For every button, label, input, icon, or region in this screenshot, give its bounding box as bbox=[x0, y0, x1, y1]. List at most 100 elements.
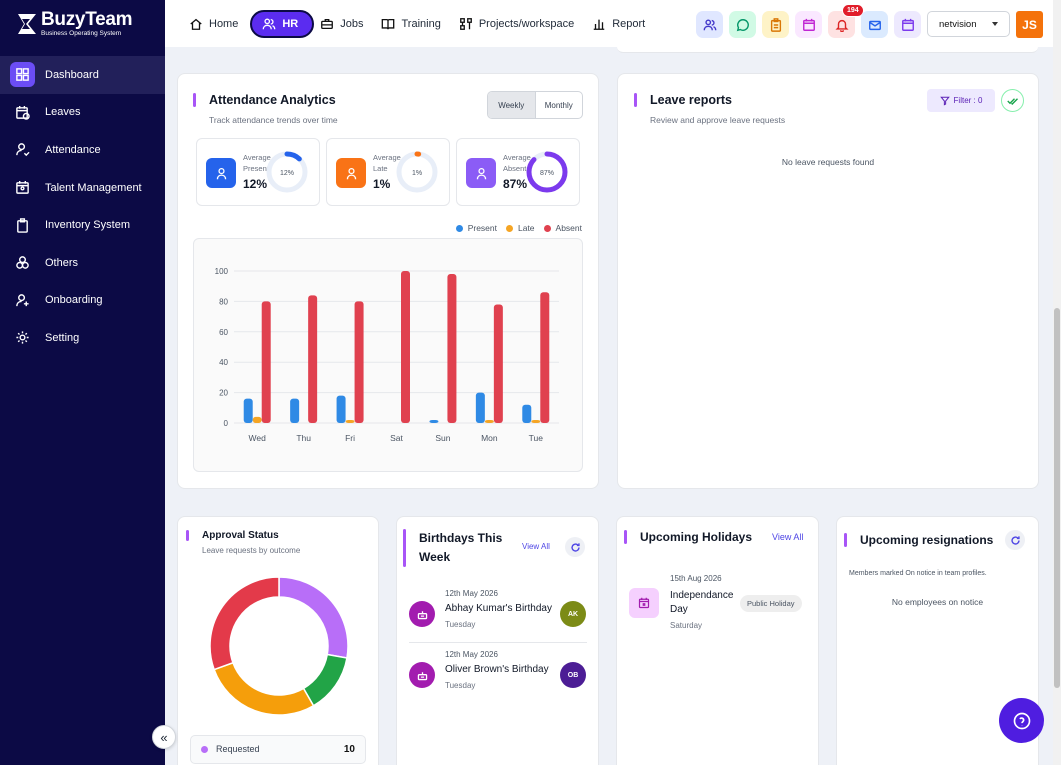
y-tick-label: 100 bbox=[215, 267, 229, 276]
holiday-date: 15th Aug 2026 bbox=[670, 574, 722, 583]
calendar-icon bbox=[901, 18, 914, 31]
empty-state-text: No leave requests found bbox=[781, 157, 875, 167]
list-item[interactable]: 12th May 2026 Oliver Brown's Birthday Tu… bbox=[409, 650, 587, 708]
bar-absent[interactable] bbox=[308, 295, 318, 423]
bar-absent[interactable] bbox=[354, 301, 364, 423]
sidebar-item-inventory-system[interactable]: Inventory System bbox=[0, 206, 165, 244]
sidebar-collapse-button[interactable]: « bbox=[152, 725, 176, 749]
x-tick-label: Sun bbox=[435, 433, 450, 443]
top-menu-label: HR bbox=[282, 18, 299, 30]
stat-value: 1% bbox=[373, 177, 391, 191]
view-all-link[interactable]: View All bbox=[522, 542, 550, 551]
user-plus-icon bbox=[10, 288, 35, 313]
bar-late[interactable] bbox=[531, 419, 541, 423]
user-avatar[interactable]: JS bbox=[1016, 11, 1043, 38]
bar-late[interactable] bbox=[484, 419, 494, 423]
sidebar: BuzyTeam Business Operating System Dashb… bbox=[0, 0, 165, 765]
list-item[interactable]: 12th May 2026 Abhay Kumar's Birthday Tue… bbox=[409, 589, 587, 647]
calendar-icon bbox=[802, 18, 815, 31]
view-all-link[interactable]: View All bbox=[772, 532, 804, 542]
sidebar-item-attendance[interactable]: Attendance bbox=[0, 131, 165, 169]
sidebar-item-leaves[interactable]: Leaves bbox=[0, 94, 165, 132]
filter-button[interactable]: Filter : 0 bbox=[927, 89, 995, 112]
bar-present[interactable] bbox=[243, 398, 253, 423]
refresh-button[interactable] bbox=[1005, 530, 1025, 550]
filter-icon bbox=[939, 96, 950, 106]
scrollbar-thumb[interactable] bbox=[1054, 308, 1060, 688]
legend-item-present[interactable]: Present bbox=[455, 223, 497, 233]
donut-slice[interactable] bbox=[302, 653, 348, 707]
holiday-name: Independance Day bbox=[670, 590, 734, 615]
chat-button[interactable] bbox=[729, 11, 756, 38]
toggle-monthly[interactable]: Monthly bbox=[534, 92, 583, 118]
question-icon bbox=[1013, 712, 1030, 729]
top-menu-home[interactable]: Home bbox=[183, 10, 250, 38]
top-menu-jobs[interactable]: Jobs bbox=[314, 10, 375, 38]
approve-all-button[interactable] bbox=[1001, 89, 1024, 112]
donut-slice[interactable] bbox=[209, 576, 280, 671]
sidebar-item-others[interactable]: Others bbox=[0, 244, 165, 282]
stat-card-present: Average Present 12% 12% bbox=[196, 138, 320, 206]
birthday-day: Tuesday bbox=[445, 681, 476, 690]
sidebar-item-dashboard[interactable]: Dashboard bbox=[0, 56, 165, 94]
legend-swatch bbox=[455, 225, 463, 232]
toggle-weekly[interactable]: Weekly bbox=[488, 92, 535, 118]
people-button[interactable] bbox=[696, 11, 723, 38]
top-menu-projects-workspace[interactable]: Projects/workspace bbox=[453, 10, 586, 38]
donut-slice[interactable] bbox=[213, 661, 315, 716]
users-icon bbox=[703, 18, 716, 30]
attendance-bar-chart: 0 20 40 60 80 100 Wed Thu Fri Sat Sun Mon Tue bbox=[193, 238, 583, 472]
bar-present[interactable] bbox=[475, 392, 485, 423]
bar-absent[interactable] bbox=[493, 304, 503, 423]
cake-icon bbox=[409, 601, 435, 627]
donut-slice[interactable] bbox=[278, 576, 349, 659]
calendar-button[interactable] bbox=[795, 11, 822, 38]
y-tick-label: 80 bbox=[219, 297, 228, 306]
top-menu-report[interactable]: Report bbox=[586, 10, 657, 38]
sidebar-item-onboarding[interactable]: Onboarding bbox=[0, 282, 165, 320]
approval-legend-row[interactable]: Requested 10 bbox=[190, 735, 366, 764]
x-tick-label: Thu bbox=[296, 433, 311, 443]
birthdays-card: Birthdays This Week View All 12th May 20… bbox=[396, 516, 599, 765]
bar-present[interactable] bbox=[429, 419, 439, 423]
x-tick-label: Fri bbox=[345, 433, 355, 443]
bar-absent[interactable] bbox=[401, 271, 410, 423]
y-tick-label: 0 bbox=[224, 419, 229, 428]
mail-button[interactable] bbox=[861, 11, 888, 38]
top-menu-training[interactable]: Training bbox=[375, 10, 452, 38]
divider bbox=[409, 642, 587, 643]
bar-present[interactable] bbox=[290, 398, 300, 423]
refresh-button[interactable] bbox=[565, 537, 585, 557]
list-item[interactable]: 15th Aug 2026 Independance Day Saturday … bbox=[629, 572, 809, 634]
x-tick-label: Wed bbox=[249, 433, 267, 443]
top-menu-label: Home bbox=[209, 18, 239, 30]
brand-logo[interactable]: BuzyTeam Business Operating System bbox=[16, 10, 133, 37]
top-menu-hr[interactable]: HR bbox=[250, 10, 315, 38]
bar-late[interactable] bbox=[345, 419, 355, 423]
ring-progress bbox=[266, 151, 308, 193]
users-icon bbox=[263, 18, 276, 30]
bar-present[interactable] bbox=[336, 395, 346, 423]
card-subtitle: Review and approve leave requests bbox=[650, 115, 786, 125]
bar-absent[interactable] bbox=[261, 301, 271, 423]
stat-card-late: Average Late 1% 1% bbox=[326, 138, 450, 206]
circles-icon bbox=[10, 250, 35, 275]
events-button[interactable] bbox=[894, 11, 921, 38]
bar-late[interactable] bbox=[252, 416, 262, 423]
legend-item-absent[interactable]: Absent bbox=[543, 223, 582, 233]
stat-label: Average Absent bbox=[503, 153, 531, 173]
page-scrollbar[interactable] bbox=[1053, 0, 1061, 765]
legend-item-late[interactable]: Late bbox=[505, 223, 535, 233]
organization-select[interactable]: netvision bbox=[927, 11, 1010, 37]
tasks-button[interactable] bbox=[762, 11, 789, 38]
bar-absent[interactable] bbox=[540, 292, 550, 423]
sidebar-item-setting[interactable]: Setting bbox=[0, 319, 165, 357]
sidebar-item-talent-management[interactable]: Talent Management bbox=[0, 169, 165, 207]
stat-ring: 87% bbox=[526, 151, 568, 193]
help-button[interactable] bbox=[999, 698, 1044, 743]
bar-absent[interactable] bbox=[447, 274, 457, 423]
x-tick-label: Mon bbox=[481, 433, 498, 443]
bar-present[interactable] bbox=[522, 404, 532, 423]
sidebar-item-label: Onboarding bbox=[45, 294, 103, 307]
notifications-button[interactable]: 194 bbox=[828, 4, 864, 38]
